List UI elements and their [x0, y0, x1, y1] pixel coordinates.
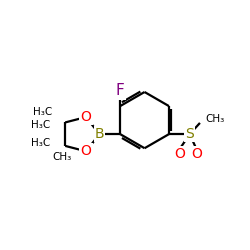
Text: O: O	[80, 144, 92, 158]
Text: CH₃: CH₃	[205, 114, 225, 124]
Text: H₃C: H₃C	[31, 138, 50, 148]
Text: S: S	[185, 127, 194, 141]
Text: B: B	[94, 127, 104, 141]
Text: CH₃: CH₃	[53, 152, 72, 162]
Text: H₃C: H₃C	[32, 107, 52, 117]
Text: O: O	[192, 148, 202, 162]
Text: O: O	[80, 110, 92, 124]
Text: F: F	[116, 84, 124, 98]
Text: H₃C: H₃C	[31, 120, 50, 130]
Text: O: O	[174, 147, 185, 161]
